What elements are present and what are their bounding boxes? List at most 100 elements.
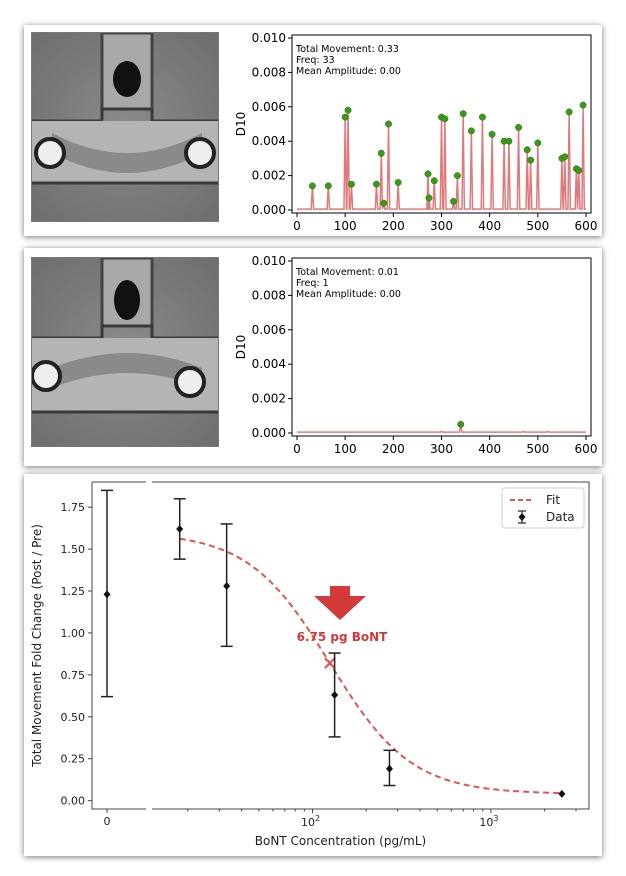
x-tick-label: 200	[382, 219, 405, 233]
y-tick-label: 0.000	[252, 203, 286, 217]
x-tick-label: 0	[293, 442, 301, 456]
x-axis-label: BoNT Concentration (pg/mL)	[255, 834, 426, 848]
zero-axis-frame	[91, 481, 146, 810]
x-tick-label: 0	[293, 219, 301, 233]
legend-data-label: Data	[546, 510, 575, 524]
y-tick-label: 0.008	[252, 65, 286, 79]
peak-marker	[565, 108, 573, 116]
x-tick-label: 103	[479, 814, 498, 829]
ec50-marker	[324, 657, 336, 669]
x-tick-label: 500	[526, 442, 549, 456]
y-tick-label: 0.006	[252, 100, 286, 114]
peak-marker	[380, 199, 388, 207]
dose-response-chart: 0.000.250.500.751.001.251.501.750 102 103B…	[30, 481, 590, 848]
d10-trace-line	[297, 105, 586, 210]
data-point	[176, 524, 184, 533]
ec50-arrow	[314, 586, 366, 620]
d10-trace-chart-pre: 0.000 0.002 0.004 0.006 0.008 0.010 0 100 200 300…	[234, 31, 598, 233]
main-axis-frame	[152, 481, 590, 810]
y-tick-label: 0.000	[252, 426, 286, 440]
peak-marker	[394, 179, 402, 186]
x-tick-label: 600	[575, 442, 598, 456]
x-tick-label: 300	[430, 219, 453, 233]
peak-marker	[527, 156, 535, 164]
y-tick-label: 0.006	[252, 323, 286, 337]
microscope-image-pre	[31, 32, 219, 222]
x-tick-label: 400	[478, 442, 501, 456]
peak-marker	[534, 139, 542, 147]
x-tick-label: 100	[334, 442, 357, 456]
x-tick-label: 500	[526, 219, 549, 233]
peak-marker	[579, 101, 587, 109]
y-tick-label: 0.00	[61, 795, 86, 808]
x-tick-label: 102	[301, 814, 320, 829]
d10-trace-chart-post: 0.000 0.002 0.004 0.006 0.008 0.010 0 100 200 300…	[234, 254, 598, 456]
y-tick-label: 0.004	[252, 134, 286, 148]
x-tick-label: 600	[575, 219, 598, 233]
peak-marker	[373, 180, 380, 188]
peak-marker	[341, 113, 349, 121]
legend-data-swatch	[518, 513, 526, 521]
y-tick-label: 1.00	[61, 627, 86, 640]
x-tick-label: 100	[334, 219, 357, 233]
peak-marker	[425, 194, 433, 202]
x-tick-label-zero: 0	[104, 815, 111, 828]
peak-marker	[430, 177, 438, 185]
y-tick-label: 1.75	[61, 501, 86, 514]
peak-marker	[385, 120, 392, 128]
peak-marker	[488, 130, 496, 138]
y-tick-label: 0.75	[61, 669, 86, 682]
stat-annotation: Mean Amplitude: 0.00	[296, 289, 401, 300]
y-axis-label: Total Movement Fold Change (Post / Pre)	[30, 524, 44, 768]
y-tick-label: 0.25	[61, 753, 86, 766]
panel-dose-response: 0.00 0.25 0.50 0.75 1.00 1.25 1.50 1.75 0 102 103 B…	[24, 474, 602, 856]
peak-marker	[377, 149, 385, 157]
peak-marker	[308, 182, 316, 190]
peak-marker	[561, 153, 569, 161]
zero-dose-point	[103, 590, 111, 599]
peak-marker	[450, 197, 457, 205]
panel-post-treatment: 0.000 0.002 0.004 0.006 0.008 0.010 0 100 200 300…	[24, 248, 602, 466]
peak-marker	[424, 170, 432, 178]
y-tick-label: 1.50	[61, 543, 86, 556]
x-tick-label: 300	[430, 442, 453, 456]
x-tick-base: 10	[479, 816, 493, 829]
data-point	[331, 690, 339, 699]
microscope-image-post	[31, 257, 219, 447]
x-tick-label: 400	[478, 219, 501, 233]
peak-marker	[457, 420, 465, 428]
peak-marker	[515, 123, 523, 131]
panel-pre-treatment: 0.000 0.002 0.004 0.006 0.008 0.010 0 100 200 300…	[24, 25, 602, 236]
x-tick-exp: 3	[493, 814, 498, 823]
x-tick-exp: 2	[315, 814, 320, 823]
legend-fit-label: Fit	[546, 493, 560, 507]
peak-marker	[505, 137, 513, 145]
y-tick-label: 1.25	[61, 585, 86, 598]
y-tick-label: 0.008	[252, 288, 286, 302]
peak-marker	[324, 182, 332, 190]
data-point	[385, 764, 393, 773]
data-point	[223, 581, 231, 590]
peak-marker	[459, 110, 467, 118]
stat-annotation: Freq: 1	[296, 278, 329, 289]
stat-annotation: Freq: 33	[296, 55, 335, 66]
peak-marker	[344, 106, 352, 114]
plot-frame	[291, 257, 592, 437]
y-tick-label: 0.002	[252, 169, 286, 183]
y-tick-label: 0.010	[252, 31, 286, 45]
peak-marker	[453, 172, 461, 180]
y-tick-label: 0.002	[252, 392, 286, 406]
y-tick-label: 0.004	[252, 357, 286, 371]
peak-marker	[441, 115, 449, 123]
peak-marker	[478, 113, 486, 121]
y-tick-label: 0.010	[252, 254, 286, 268]
ec50-annotation: 6.75 pg BoNT	[297, 630, 389, 644]
x-tick-base: 10	[301, 816, 315, 829]
peak-marker	[467, 127, 475, 135]
peak-marker	[523, 146, 531, 154]
x-tick-label: 200	[382, 442, 405, 456]
y-axis-label: D10	[234, 335, 248, 360]
y-axis-label: D10	[234, 112, 248, 137]
stat-annotation: Total Movement: 0.33	[295, 44, 399, 55]
stat-annotation: Total Movement: 0.01	[295, 267, 399, 278]
